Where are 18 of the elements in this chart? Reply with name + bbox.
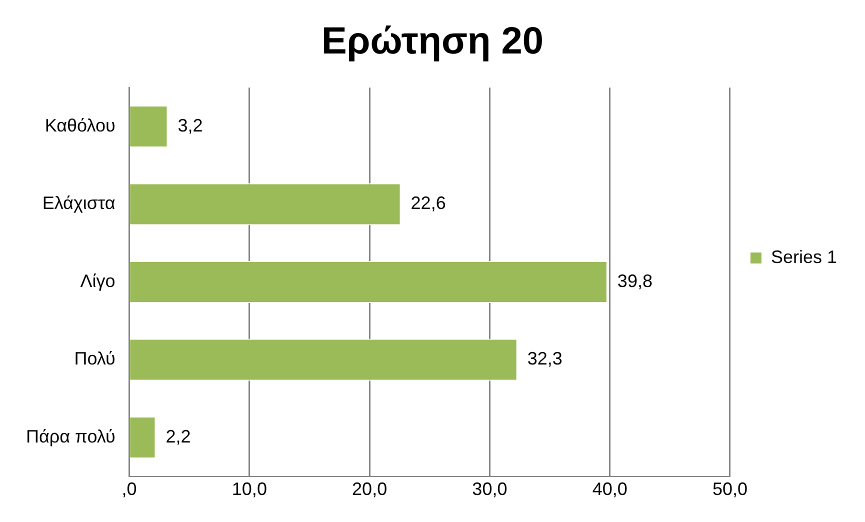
y-tick-label: Καθόλου [44, 115, 116, 136]
x-tick-label: 10,0 [232, 479, 267, 500]
y-tick-label: Λίγο [80, 270, 116, 291]
x-tick-label: ,0 [122, 479, 137, 500]
data-label: 32,3 [527, 348, 562, 369]
y-tick-label: Ελάχιστα [42, 193, 116, 214]
chart-title: Ερώτηση 20 [321, 20, 544, 62]
x-tick-label: 30,0 [472, 479, 508, 500]
data-label: 3,2 [178, 115, 203, 136]
data-label: 2,2 [166, 426, 191, 446]
x-tick-label: 40,0 [592, 479, 628, 500]
y-tick-label: Πάρα πολύ [26, 426, 116, 446]
legend-label: Series 1 [770, 246, 838, 267]
x-tick-label: 20,0 [352, 479, 388, 500]
x-tick-label: 50,0 [712, 479, 748, 500]
y-tick-label: Πολύ [74, 348, 116, 369]
data-label: 39,8 [617, 270, 652, 291]
data-label: 22,6 [410, 193, 446, 214]
